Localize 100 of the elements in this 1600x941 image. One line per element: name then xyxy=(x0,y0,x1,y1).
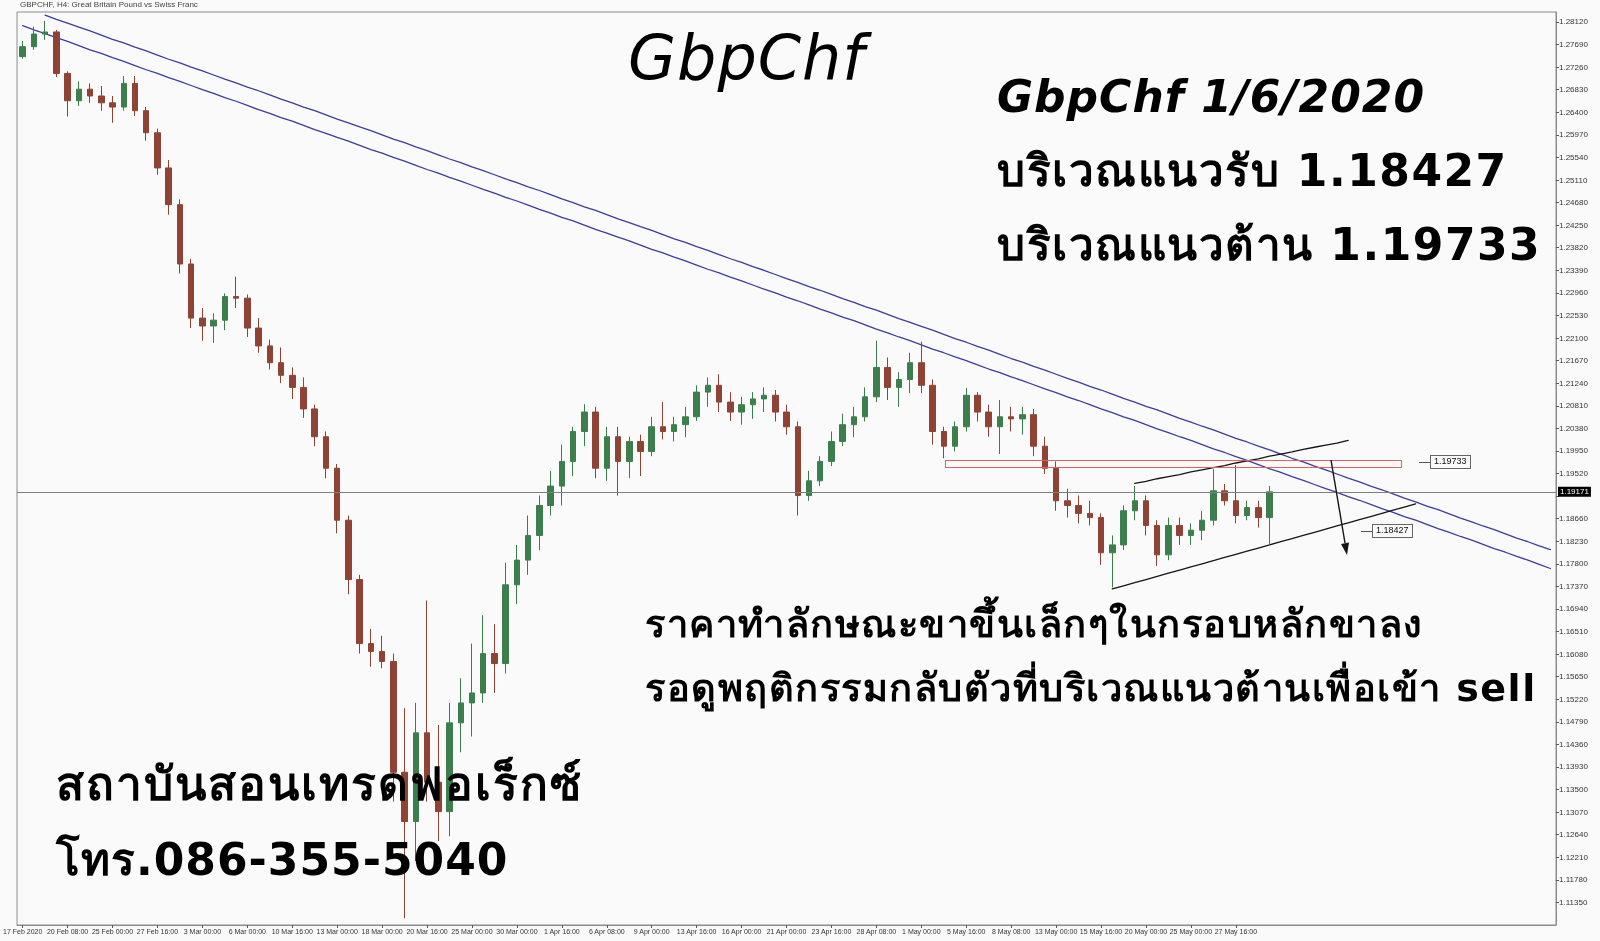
candlestick xyxy=(345,514,352,595)
candlestick xyxy=(873,340,880,403)
candlestick xyxy=(750,391,756,420)
y-tick-label: 1.20810 xyxy=(1559,401,1589,411)
annotation: บริเวณแนวต้าน 1.19733 xyxy=(997,219,1542,271)
candlestick xyxy=(244,293,251,338)
candlestick xyxy=(1255,500,1262,529)
candlestick xyxy=(918,341,925,394)
candlestick xyxy=(109,95,116,124)
candlestick xyxy=(592,406,599,479)
y-tick-label: 1.28120 xyxy=(1559,17,1589,27)
candlestick xyxy=(974,391,981,423)
candlestick xyxy=(1266,485,1273,546)
candlestick xyxy=(334,463,340,534)
y-tick-label: 1.14360 xyxy=(1559,739,1589,749)
candlestick xyxy=(963,387,970,432)
y-tick-label: 1.19520 xyxy=(1559,468,1589,478)
y-tick-label: 1.20380 xyxy=(1559,423,1589,433)
y-tick-label: 1.22100 xyxy=(1559,333,1589,343)
y-tick-label: 1.16080 xyxy=(1559,649,1589,659)
candlestick xyxy=(682,406,689,438)
candlestick xyxy=(559,444,565,507)
y-tick-label: 1.26830 xyxy=(1559,85,1589,95)
line-series xyxy=(1134,439,1349,485)
candlestick xyxy=(87,82,93,104)
candlestick xyxy=(997,399,1003,455)
candlestick xyxy=(188,258,194,329)
y-tick-label: 1.11350 xyxy=(1559,897,1588,907)
candlestick xyxy=(64,70,71,117)
y-tick-label: 1.13930 xyxy=(1559,762,1589,772)
candlestick xyxy=(884,356,891,401)
y-tick-label: 1.21240 xyxy=(1559,378,1589,388)
y-tick-label: 1.19950 xyxy=(1559,446,1589,456)
candlestick xyxy=(637,434,644,477)
candlestick xyxy=(795,421,801,516)
candlestick xyxy=(1042,436,1048,475)
candlestick xyxy=(783,404,790,436)
annotation: 1.18427 xyxy=(1372,524,1413,538)
candlestick xyxy=(278,346,284,384)
candlestick xyxy=(1154,519,1160,567)
candlestick xyxy=(1199,510,1205,541)
candlestick xyxy=(121,75,127,112)
candlestick xyxy=(165,159,172,216)
y-tick-label: 1.17800 xyxy=(1559,559,1589,569)
candlestick xyxy=(210,312,217,344)
candlestick xyxy=(514,544,520,605)
candlestick xyxy=(53,29,60,78)
candlestick xyxy=(525,514,531,576)
y-tick-label: 1.27690 xyxy=(1559,40,1589,50)
candlestick xyxy=(817,455,823,487)
candlestick xyxy=(705,376,711,408)
y-tick-label: 1.21670 xyxy=(1559,356,1589,366)
candlestick xyxy=(839,413,846,447)
candlestick xyxy=(806,470,812,502)
candlestick xyxy=(1008,406,1014,432)
y-tick-label: 1.12640 xyxy=(1559,830,1589,840)
y-tick-label: 1.25540 xyxy=(1559,152,1589,162)
y-tick-label: 1.24250 xyxy=(1559,220,1589,230)
y-tick-label: 1.11780 xyxy=(1559,875,1588,885)
candlestick xyxy=(379,635,385,669)
candlestick xyxy=(491,623,498,694)
candlestick xyxy=(458,677,464,753)
y-tick-label: 1.25110 xyxy=(1559,175,1588,185)
candlestick xyxy=(300,376,307,419)
candlestick xyxy=(267,339,273,371)
y-tick-label: 1.13500 xyxy=(1559,785,1589,795)
candlestick xyxy=(985,404,992,438)
candlestick xyxy=(76,80,82,107)
candlestick xyxy=(469,643,475,738)
candlestick xyxy=(1120,505,1127,551)
candlestick xyxy=(604,426,610,482)
candlestick xyxy=(31,26,37,51)
y-tick-label: 1.15650 xyxy=(1559,672,1589,682)
y-tick-label: 1.23390 xyxy=(1559,265,1589,275)
candlestick xyxy=(1221,483,1228,507)
candlestick xyxy=(626,436,633,479)
y-tick-label: 1.22960 xyxy=(1559,288,1589,298)
candlestick xyxy=(143,106,149,142)
candlestick xyxy=(570,426,576,477)
candlestick xyxy=(671,416,677,442)
candlestick xyxy=(536,495,543,551)
line-series xyxy=(1111,503,1417,590)
candlestick xyxy=(199,307,206,342)
candlestick xyxy=(1064,488,1071,519)
candlestick xyxy=(1030,408,1037,457)
y-tick-label: 1.26400 xyxy=(1559,107,1589,117)
y-tick-label: 1.16510 xyxy=(1559,627,1589,637)
candlestick xyxy=(547,470,554,516)
candlestick xyxy=(98,85,105,112)
candlestick xyxy=(929,379,936,446)
text: GBPCHF, H4: Great Britain Pound vs Swiss Franc xyxy=(20,0,198,10)
y-tick-label: 1.23820 xyxy=(1559,243,1589,253)
y-tick-label: 1.18230 xyxy=(1559,536,1589,546)
candlestick xyxy=(222,292,228,331)
candlestick xyxy=(1053,460,1059,512)
candlestick xyxy=(1075,495,1082,524)
candlestick xyxy=(1087,500,1093,526)
candlestick xyxy=(862,386,868,423)
y-tick-label: 1.18660 xyxy=(1559,514,1589,524)
candlestick xyxy=(851,406,857,438)
